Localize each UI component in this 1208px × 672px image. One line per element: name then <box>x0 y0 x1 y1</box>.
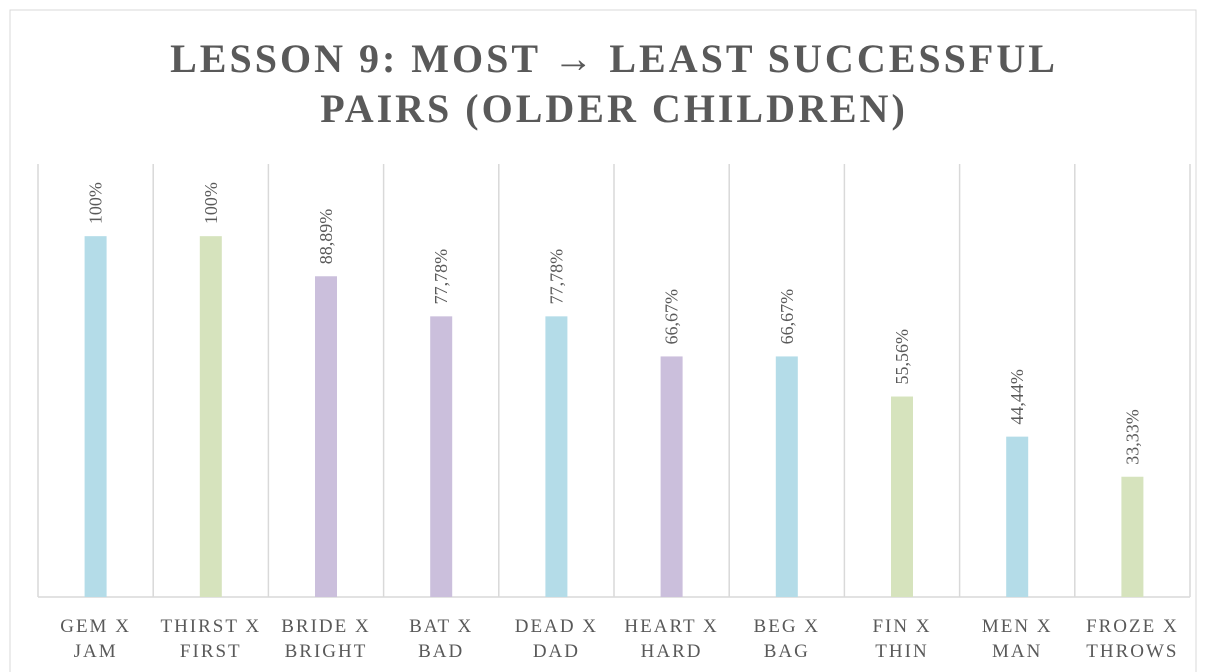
x-tick-label: THIN <box>875 641 928 662</box>
x-tick-label: HARD <box>641 641 703 662</box>
chart-title: PAIRS (OLDER CHILDREN) <box>320 86 908 131</box>
value-label: 33,33% <box>1122 409 1142 465</box>
bar <box>545 316 568 597</box>
x-tick-label: FIRST <box>180 641 242 662</box>
x-tick-label: BEG X <box>754 616 820 637</box>
x-tick-label: MEN X <box>982 616 1053 637</box>
x-tick-label: BAD <box>418 641 464 662</box>
x-tick-label: JAM <box>74 641 118 662</box>
chart-title: LESSON 9: MOST → LEAST SUCCESSFUL <box>170 36 1058 81</box>
bar <box>1121 476 1144 597</box>
chart-border <box>9 9 1197 672</box>
x-tick-label: THIRST X <box>160 616 261 637</box>
bar <box>1006 436 1029 597</box>
value-label: 55,56% <box>892 329 912 385</box>
bar <box>430 316 453 597</box>
bar <box>315 276 337 597</box>
x-tick-label: BAG <box>764 641 810 662</box>
x-tick-label: FROZE X <box>1086 616 1179 637</box>
x-tick-label: BRIDE X <box>281 616 370 637</box>
value-label: 77,78% <box>431 249 451 305</box>
bar <box>891 396 913 597</box>
x-tick-label: MAN <box>992 641 1042 662</box>
x-tick-label: HEART X <box>624 616 718 637</box>
bar <box>660 356 683 597</box>
x-tick-label: BAT X <box>409 616 473 637</box>
x-tick-label: THROWS <box>1086 641 1178 662</box>
bar <box>84 236 107 597</box>
value-label: 77,78% <box>546 249 566 305</box>
x-tick-label: GEM X <box>60 616 131 637</box>
value-label: 100% <box>201 182 221 224</box>
bar <box>775 356 798 597</box>
x-tick-label: DEAD X <box>515 616 598 637</box>
value-label: 66,67% <box>662 289 682 345</box>
value-label: 88,89% <box>316 209 336 265</box>
x-tick-label: BRIGHT <box>285 641 368 662</box>
x-tick-label: FIN X <box>872 616 931 637</box>
value-label: 66,67% <box>777 289 797 345</box>
x-tick-label: DAD <box>533 641 580 662</box>
bar <box>199 236 222 597</box>
value-label: 44,44% <box>1007 369 1027 424</box>
value-label: 100% <box>86 182 106 224</box>
